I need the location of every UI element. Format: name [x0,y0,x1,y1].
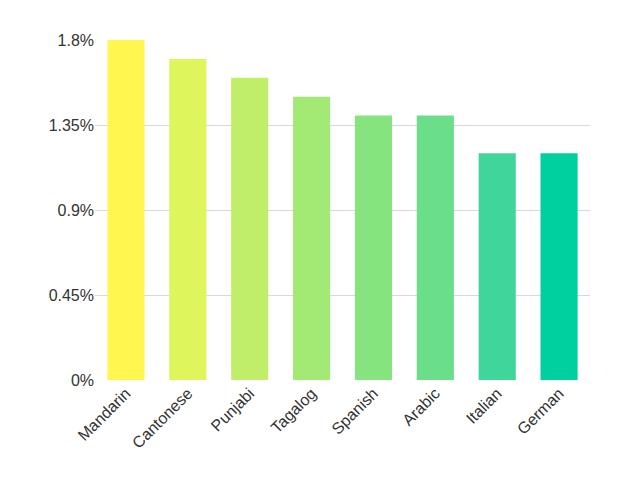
svg-text:Arabic: Arabic [399,385,443,429]
svg-text:Cantonese: Cantonese [129,385,196,452]
svg-text:0.45%: 0.45% [49,287,94,304]
svg-text:0%: 0% [71,372,94,389]
svg-text:Italian: Italian [463,385,505,427]
svg-text:1.35%: 1.35% [49,117,94,134]
svg-text:0.9%: 0.9% [58,202,94,219]
svg-text:Mandarin: Mandarin [75,385,134,444]
svg-text:Tagalog: Tagalog [268,385,320,437]
svg-text:1.8%: 1.8% [58,32,94,49]
svg-text:Punjabi: Punjabi [208,385,258,435]
svg-text:German: German [514,385,567,438]
svg-text:Spanish: Spanish [328,385,381,438]
